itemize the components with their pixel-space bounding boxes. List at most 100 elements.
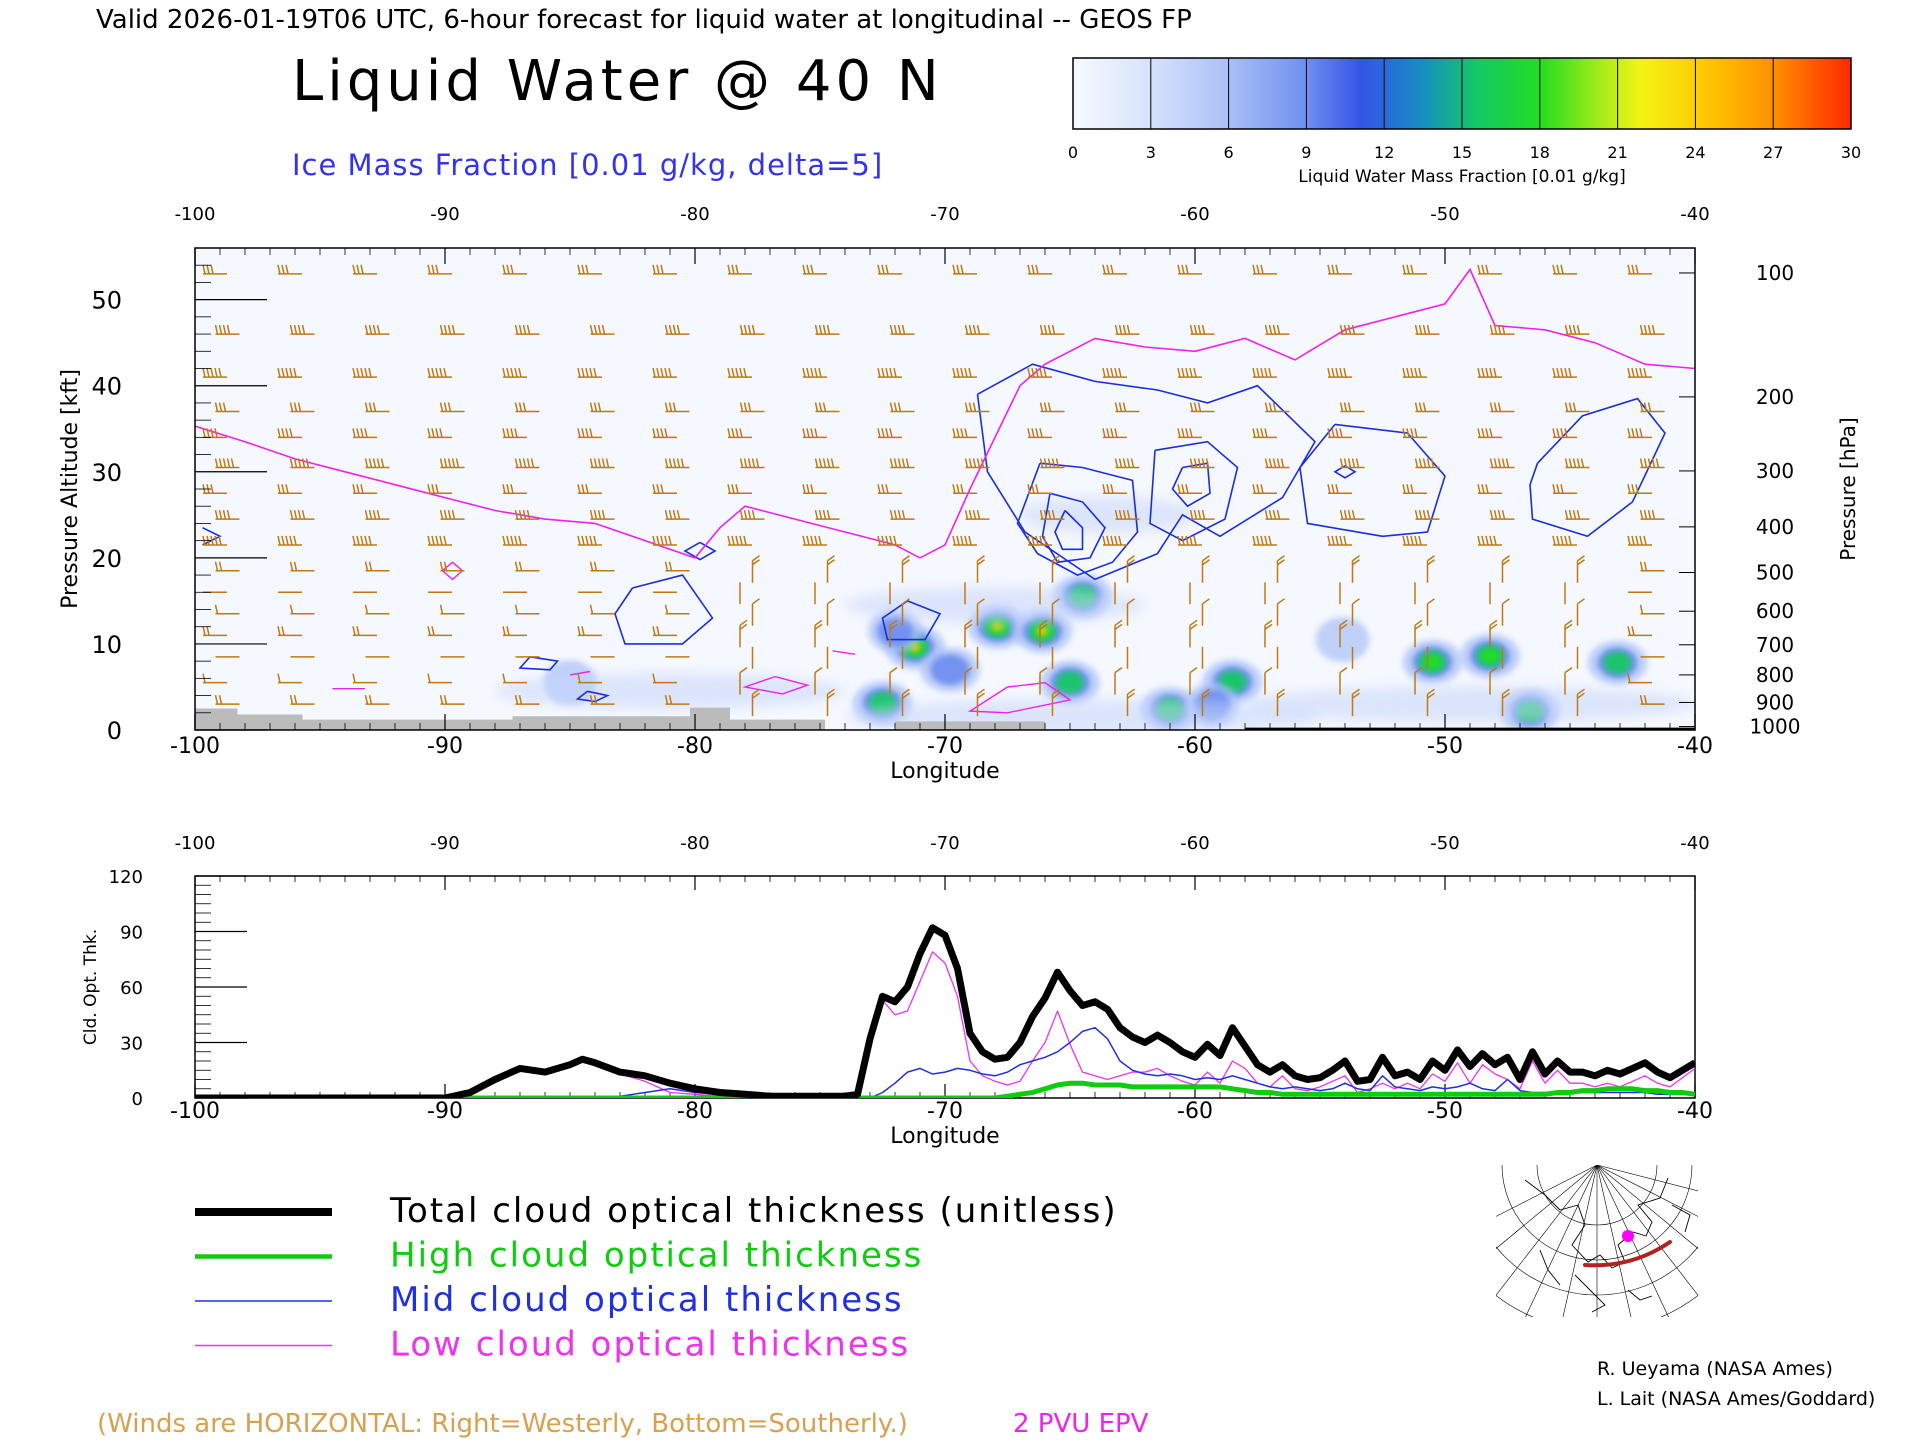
wind-barb [1489,324,1515,335]
colorbar-tick-label: 15 [1452,143,1472,162]
wind-barb [889,667,898,695]
wind-barb [802,484,827,495]
colorbar-label: Liquid Water Mass Fraction [0.01 g/kg] [1298,167,1625,187]
map-track [1583,1240,1672,1268]
wind-barb [502,367,527,378]
x-tick-label: -70 [927,734,963,759]
colorbar-tick-label: 18 [1530,143,1550,162]
wind-barb [589,402,615,413]
wind-barb [427,484,452,495]
wind-barb [1477,484,1502,495]
colorbar-tick-label: 6 [1224,143,1234,162]
colorbar-ticks: 0 3 6 9 12 15 18 21 24 27 30 [1068,58,1861,162]
legend-label: Low cloud optical thickness [390,1325,910,1365]
wind-barb [1339,509,1365,520]
wind-barb [1564,509,1590,520]
wind-barb [1177,535,1202,546]
wind-barb [577,264,602,275]
wind-barb [352,626,377,637]
wind-barb [427,535,452,546]
map-meridian [1525,1165,1598,1317]
wind-barb [277,673,302,684]
wind-barb [1414,324,1440,335]
wind-barb [514,695,540,705]
x-tick-label: -60 [1177,734,1213,759]
wind-barb [289,561,315,572]
wind-barb [1489,509,1515,520]
wind-barb [664,324,690,335]
wind-barb [589,509,615,520]
wind-barb [1114,324,1140,335]
wind-barb [877,367,902,378]
wind-barb [289,324,315,335]
wind-barb [739,509,765,520]
y-tick-label: 90 [120,923,143,944]
wind-barb [901,555,910,583]
main-title: Liquid Water @ 40 N [292,49,943,114]
y-tick-label: 40 [91,373,122,401]
map-meridian [1596,1165,1698,1249]
inset-map [1496,1165,1698,1317]
pressure-tick-label: 500 [1756,560,1794,584]
wind-barb [1327,367,1352,378]
wind-barb [439,561,465,572]
wind-barb [439,458,465,469]
cross-section-panel: -100 -100 -90 -90 -80 -80 -70 -70 -60 -60 -50 -50 -4… [58,204,1860,784]
colorbar-tick-label: 24 [1685,143,1705,162]
wind-barb [739,324,765,335]
wind-barb [1252,535,1277,546]
wind-barb [1489,402,1515,413]
wind-barb [652,626,677,637]
wind-barb [1627,264,1652,275]
x-tick-label: -40 [1677,1099,1713,1124]
wind-barb [1051,555,1060,583]
wind-barb [1264,324,1290,335]
wind-barb [289,458,315,469]
wind-barb [814,509,840,520]
wind-barb [439,324,465,335]
y-tick-label: 30 [120,1034,143,1055]
wind-barb [277,535,302,546]
wind-barb [1477,428,1502,439]
wind-barb [514,458,540,469]
wind-barb [289,402,315,413]
optical-thickness-panel: -100 -100 -90 -90 -80 -80 -70 -70 -60 -60 -50 -50 -4… [81,833,1713,1149]
wind-barb [289,695,315,705]
ice-contour [575,690,610,703]
x-tick-label-top: -40 [1680,833,1709,854]
wind-barb [1639,695,1665,705]
wind-barb [1264,509,1290,520]
wind-barb [502,535,527,546]
wind-barb [664,509,690,520]
ice-contour [1529,397,1666,538]
wind-barb [739,458,765,469]
x-tick-label: -50 [1427,734,1463,759]
wind-barb [1264,619,1273,648]
x-tick-label-top: -70 [930,204,959,225]
ice-contour [1149,440,1239,542]
wind-barb [1552,264,1577,275]
wind-barb [952,535,977,546]
wind-barb [1552,428,1577,439]
epv-fragment [569,670,591,676]
pressure-tick-label: 800 [1756,663,1794,687]
wind-barb [364,604,390,615]
wind-barb [1252,484,1277,495]
map-meridian [1596,1165,1698,1217]
wind-barb [502,484,527,495]
wind-barb [802,264,827,275]
wind-barb [664,604,690,615]
wind-barb [1039,458,1065,469]
wind-barb [364,458,390,469]
wind-barb [826,555,835,583]
pressure-tick-label: 700 [1756,633,1794,657]
wind-barb [976,688,985,717]
wind-barb [877,428,902,439]
wind-barb [1552,367,1577,378]
colorbar-tick-label: 0 [1068,143,1078,162]
wind-barb [1639,458,1665,469]
wind-barb [439,509,465,520]
wind-barb [889,509,915,520]
wind-barb [1102,367,1127,378]
